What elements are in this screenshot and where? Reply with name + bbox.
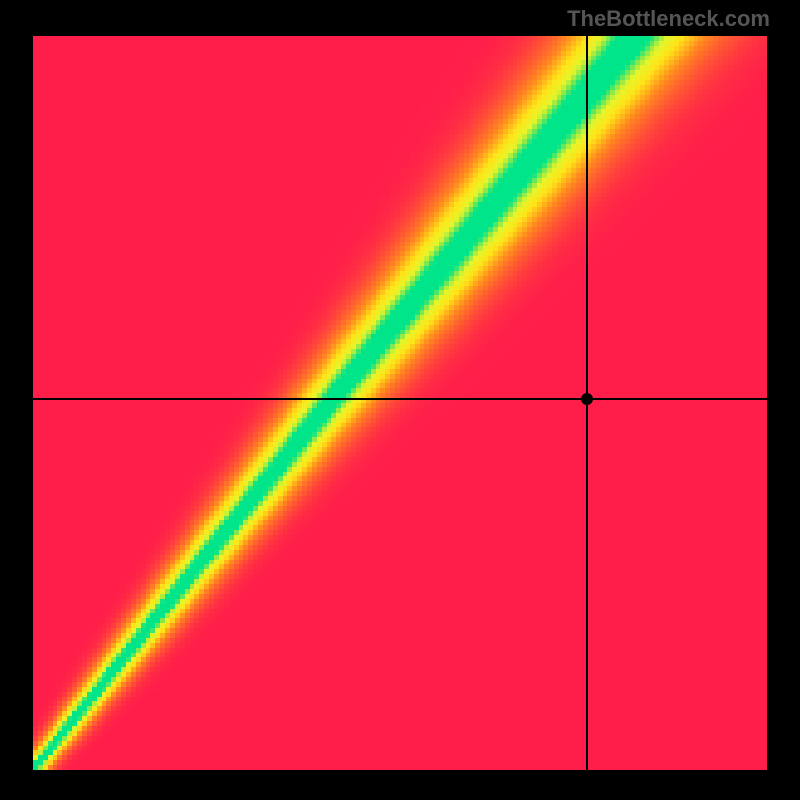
selected-point-marker [581, 393, 593, 405]
bottleneck-heatmap [33, 36, 767, 770]
crosshair-horizontal [33, 398, 767, 400]
watermark-text: TheBottleneck.com [567, 6, 770, 32]
chart-container: TheBottleneck.com [0, 0, 800, 800]
